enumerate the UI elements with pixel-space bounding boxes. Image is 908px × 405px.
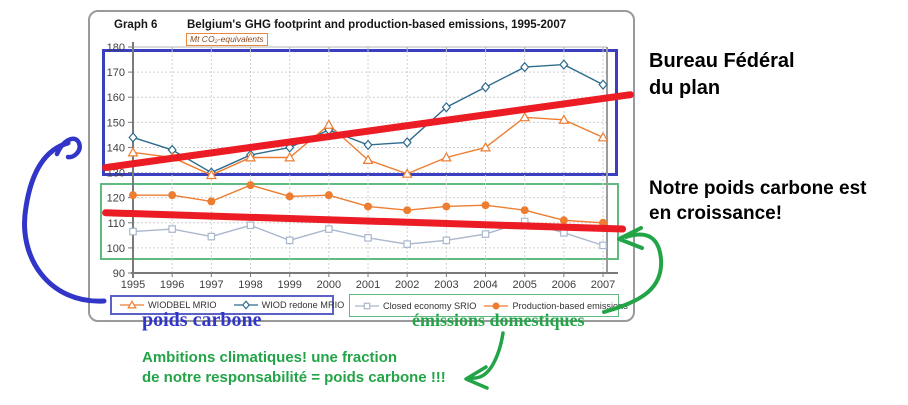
legend-label-closed-economy-srio: Closed economy SRIO <box>383 300 477 311</box>
svg-text:2004: 2004 <box>473 279 497 291</box>
chart-title: Belgium's GHG footprint and production-b… <box>187 19 567 31</box>
svg-text:1996: 1996 <box>160 279 184 291</box>
chart-plot: 90 100 110 120 130 140 150 160 170 180 1995 1996 199… <box>102 42 634 291</box>
svg-text:140: 140 <box>107 142 125 154</box>
legend-item-closed-economy-srio: Closed economy SRIO <box>354 301 476 311</box>
svg-text:2007: 2007 <box>591 279 615 291</box>
annotation-emissions-domestiques: émissions domestiques <box>412 310 585 330</box>
green-curve-arrow-bottom-icon <box>469 331 505 380</box>
svg-text:1997: 1997 <box>199 279 223 291</box>
svg-text:2000: 2000 <box>317 279 341 291</box>
svg-text:100: 100 <box>107 243 125 255</box>
annotation-ambitions-line1: Ambitions climatiques! une fraction <box>142 349 398 366</box>
annotation-growth-line1: Notre poids carbone est <box>649 178 867 199</box>
svg-text:160: 160 <box>107 92 125 104</box>
legend-label-production-based: Production-based emissions <box>512 300 628 311</box>
svg-text:90: 90 <box>113 268 125 280</box>
svg-text:180: 180 <box>107 42 125 54</box>
annotation-ambitions-line2: de notre responsabilité = poids carbone … <box>142 369 446 386</box>
svg-text:150: 150 <box>107 117 125 129</box>
graph-number-label: Graph 6 <box>114 19 158 31</box>
svg-text:110: 110 <box>107 218 125 230</box>
mrio-footprint-cluster-box <box>102 49 618 176</box>
legend-group-footprint: WIODBEL MRIO WIOD redone MRIO <box>110 295 344 315</box>
svg-text:1998: 1998 <box>238 279 262 291</box>
annotation-bureau-line1: Bureau Fédéral <box>649 50 795 72</box>
annotation-growth-line2: en croissance! <box>649 203 783 224</box>
orange-triangle-marker-icon <box>119 300 145 310</box>
gray-square-marker-icon <box>354 301 380 311</box>
green-arrowhead-bottom-icon <box>464 365 489 390</box>
annotation-ambitions-climatiques: Ambitions climatiques! une fraction de n… <box>142 348 446 388</box>
annotation-poids-croissance: Notre poids carbone est en croissance! <box>649 176 867 226</box>
unit-badge: Mt CO₂-equivalents <box>186 33 268 46</box>
blue-arrow-hook-icon <box>54 136 82 160</box>
svg-text:2006: 2006 <box>552 279 576 291</box>
annotation-poids-carbone: poids carbone <box>142 309 262 331</box>
teal-diamond-marker-icon <box>233 300 259 310</box>
svg-text:120: 120 <box>107 193 125 205</box>
svg-text:2003: 2003 <box>434 279 458 291</box>
annotation-bureau-federal: Bureau Fédéral du plan <box>649 48 795 102</box>
legend-item-production-based: Production-based emissions <box>483 300 628 311</box>
annotation-bureau-line2: du plan <box>649 77 721 99</box>
legend-label-wiod-redone-mrio: WIOD redone MRIO <box>261 300 345 310</box>
svg-text:2001: 2001 <box>356 279 380 291</box>
graph-card: Graph 6 Belgium's GHG footprint and prod… <box>88 10 635 322</box>
svg-text:1999: 1999 <box>277 279 301 291</box>
svg-text:170: 170 <box>107 67 125 79</box>
legend-group-domestic: Closed economy SRIO Production-based emi… <box>349 294 628 317</box>
legend-label-wiodbel-mrio: WIODBEL MRIO <box>148 300 217 310</box>
orange-circle-marker-icon <box>483 301 509 311</box>
svg-text:2002: 2002 <box>395 279 419 291</box>
svg-text:1995: 1995 <box>121 279 145 291</box>
legend-item-wiodbel-mrio: WIODBEL MRIO <box>119 300 217 310</box>
legend-item-wiod-redone-mrio: WIOD redone MRIO <box>233 300 345 310</box>
svg-text:130: 130 <box>107 168 125 180</box>
svg-text:2005: 2005 <box>512 279 536 291</box>
